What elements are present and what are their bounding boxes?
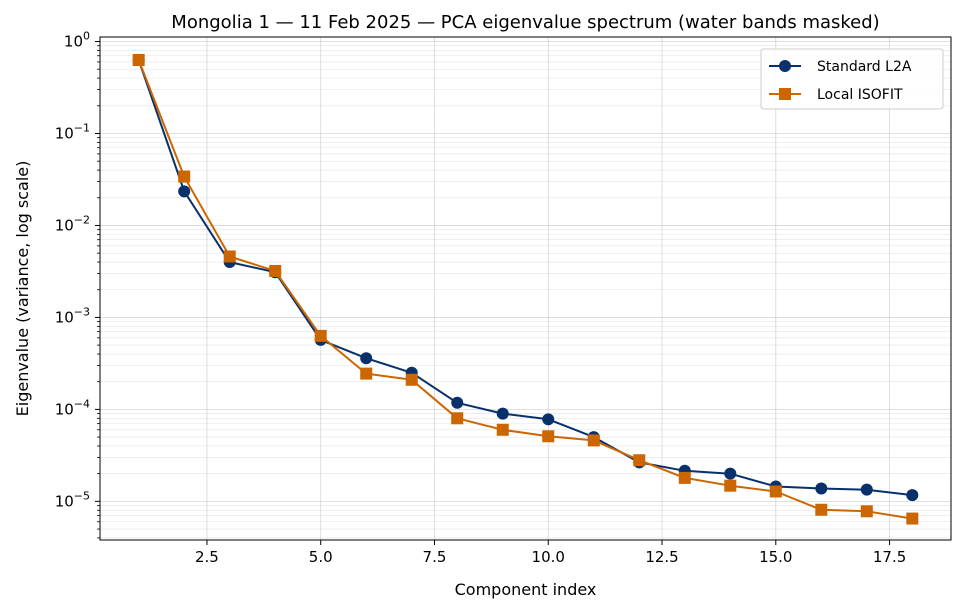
x-tick-label: 17.5 xyxy=(873,548,906,566)
y-tick-label: 10−5 xyxy=(55,489,90,510)
data-point xyxy=(769,485,782,498)
y-tick-label: 10−2 xyxy=(55,213,90,234)
data-point xyxy=(724,467,737,480)
series-local-isofit xyxy=(132,53,919,525)
data-point xyxy=(314,329,327,342)
data-point xyxy=(132,53,145,66)
data-point xyxy=(542,413,555,426)
y-tick-label: 10−4 xyxy=(55,397,90,418)
legend-label: Local ISOFIT xyxy=(817,87,903,103)
data-point xyxy=(542,430,555,443)
legend-marker xyxy=(779,60,791,72)
data-point xyxy=(860,505,873,518)
x-tick-label: 15.0 xyxy=(759,548,792,566)
data-point xyxy=(906,489,919,502)
data-point xyxy=(269,264,282,277)
series-line xyxy=(137,59,913,520)
y-tick-label: 10−3 xyxy=(55,305,90,326)
data-point xyxy=(496,423,509,436)
x-axis-label: Component index xyxy=(455,580,597,599)
data-point xyxy=(451,412,464,425)
series-line xyxy=(137,59,913,497)
legend-box xyxy=(760,48,944,110)
data-point xyxy=(360,352,373,365)
data-point xyxy=(587,434,600,447)
legend: Standard L2A Local ISOFIT xyxy=(760,48,944,110)
data-point xyxy=(223,250,236,263)
y-tick-label: 10−1 xyxy=(55,121,90,142)
data-point xyxy=(451,396,464,409)
legend-item: Standard L2A xyxy=(769,59,912,75)
data-point xyxy=(178,185,191,198)
data-point xyxy=(678,471,691,484)
x-tick-label: 10.0 xyxy=(532,548,565,566)
axis-ticks: 2.5 5.0 7.5 10.0 12.5 15.0 17.5 10−5 10−4 10−3 10−… xyxy=(55,30,907,566)
data-point xyxy=(815,503,828,516)
data-point xyxy=(906,512,919,525)
data-point xyxy=(633,454,646,467)
x-tick-label: 2.5 xyxy=(195,548,219,566)
y-axis-label: Eigenvalue (variance, log scale) xyxy=(13,161,32,417)
x-tick-label: 7.5 xyxy=(423,548,447,566)
data-point xyxy=(724,479,737,492)
data-point xyxy=(496,407,509,420)
plot-frame xyxy=(99,36,952,541)
series-layer xyxy=(132,53,919,525)
legend-marker xyxy=(779,88,791,100)
x-tick-label: 5.0 xyxy=(309,548,333,566)
legend-item: Local ISOFIT xyxy=(769,87,903,103)
legend-label: Standard L2A xyxy=(817,59,912,75)
chart-title: Mongolia 1 — 11 Feb 2025 — PCA eigenvalu… xyxy=(171,12,879,33)
data-point xyxy=(360,367,373,380)
y-tick-label: 100 xyxy=(64,30,90,51)
data-point xyxy=(860,483,873,496)
grid-lines xyxy=(100,37,951,540)
data-point xyxy=(178,170,191,183)
x-tick-label: 12.5 xyxy=(645,548,678,566)
data-point xyxy=(815,482,828,495)
data-point xyxy=(405,373,418,386)
